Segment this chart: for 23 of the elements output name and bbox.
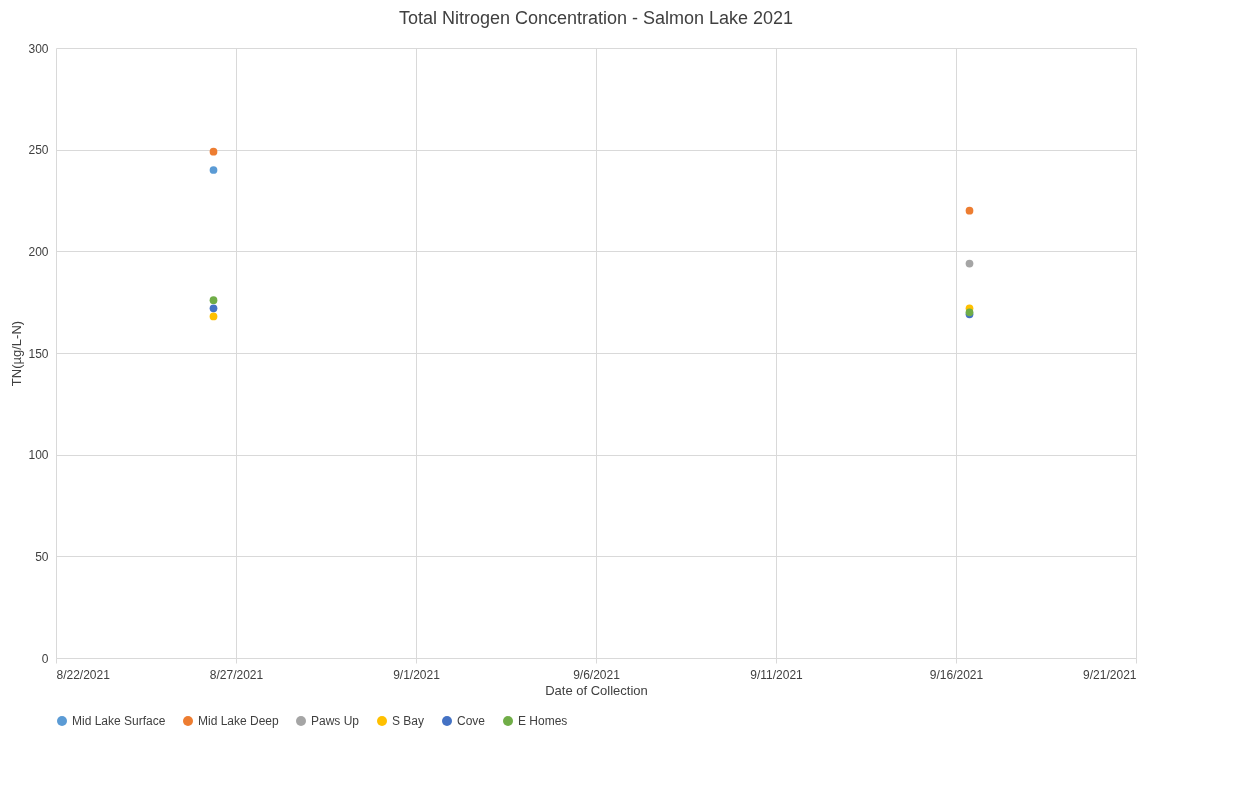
y-tick-label: 250 [28, 143, 49, 158]
legend-label: Cove [457, 714, 486, 728]
x-tick-label: 9/16/2021 [929, 667, 984, 682]
x-tick-label: 9/21/2021 [1083, 667, 1137, 682]
x-axis-title: Date of Collection [545, 682, 648, 698]
y-tick-label: 150 [28, 346, 49, 361]
legend-label: E Homes [518, 714, 568, 728]
y-tick-label: 50 [35, 549, 49, 564]
chart-title: Total Nitrogen Concentration - Salmon Lake 2021 [398, 8, 794, 28]
legend-label: Mid Lake Deep [198, 714, 280, 728]
x-tick-label: 8/27/2021 [209, 667, 264, 682]
x-tick-label: 9/11/2021 [750, 667, 804, 682]
x-tick-label: 9/1/2021 [393, 667, 441, 682]
y-axis-title: TN(µg/L-N) [9, 320, 25, 387]
x-tick-label: 8/22/2021 [56, 667, 111, 682]
legend-label: S Bay [392, 714, 425, 728]
y-tick-label: 0 [41, 651, 49, 666]
y-tick-label: 100 [28, 448, 49, 463]
legend-label: Mid Lake Surface [72, 714, 166, 728]
y-tick-label: 200 [28, 244, 49, 259]
x-tick-label: 9/6/2021 [573, 667, 621, 682]
legend-label: Paws Up [311, 714, 360, 728]
y-tick-label: 300 [28, 41, 49, 56]
